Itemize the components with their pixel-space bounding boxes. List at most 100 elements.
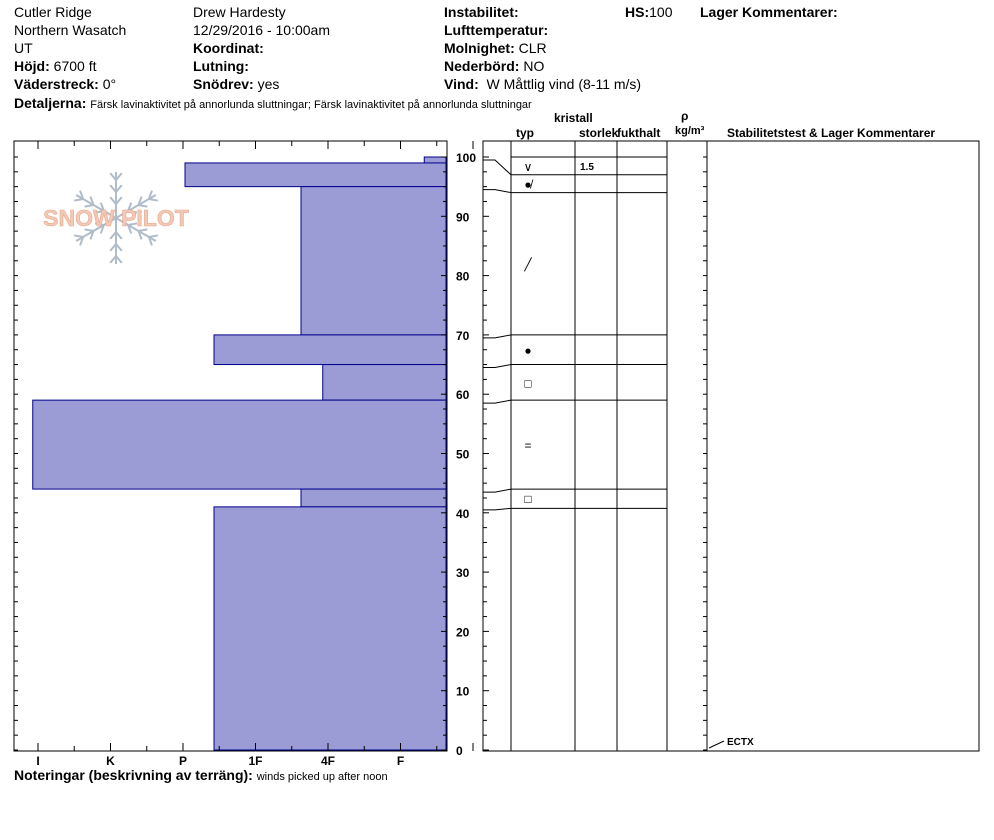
range: Northern Wasatch (14, 22, 127, 38)
height-tick-label: 40 (456, 507, 470, 521)
column-type-label: typ (516, 126, 534, 140)
snowflake-branch (84, 204, 94, 208)
layer-connector (483, 399, 512, 404)
sky: Molnighet: CLR (444, 39, 547, 57)
height-tick-label: 20 (456, 625, 470, 639)
snowflake-branch (127, 224, 133, 234)
layer-connector (483, 189, 512, 194)
aspect: Väderstreck: 0° (14, 75, 116, 93)
height-tick-label: 30 (456, 566, 470, 580)
state: UT (14, 40, 33, 56)
grain-size-value: 1.5 (580, 162, 594, 173)
snowflake-branch (137, 230, 143, 240)
hardness-bar (322, 364, 447, 401)
instability-label: Instabilitet: (444, 4, 519, 20)
snowflake-branch (99, 202, 105, 212)
height-tick-label: 100 (456, 151, 476, 165)
precipitation: Nederbörd: NO (444, 57, 544, 75)
details: Detaljerna: Färsk lavinaktivitet på anno… (14, 94, 532, 114)
height-tick-label: 50 (456, 448, 470, 462)
snowflake-branch (109, 243, 117, 252)
snowflake-branch (94, 222, 105, 226)
hardness-bar (213, 334, 447, 366)
elevation: Höjd: 6700 ft (14, 57, 96, 75)
height-tick-label: 10 (456, 685, 470, 699)
height-tick-label: 70 (456, 329, 470, 343)
snowflake-branch (79, 236, 85, 246)
column-size-label: storlek (579, 126, 619, 140)
hardness-tick-label: F (397, 754, 404, 768)
layer-connector (483, 507, 512, 511)
snowflake-branch (115, 184, 123, 193)
snowflake-branch (115, 243, 123, 252)
slope: Lutning: (193, 57, 249, 75)
hardness-tick-label: K (106, 754, 115, 768)
logo-text: SNOW PILOT (43, 205, 189, 231)
layer-table-frame (482, 140, 980, 752)
column-stability-label: Stabilitetstest & Lager Kommentarer (727, 126, 935, 140)
snowflake-branch (79, 190, 85, 200)
hardness-tick-label: I (36, 754, 39, 768)
snowflake-branch (109, 184, 117, 193)
blowing-snow-value: yes (257, 76, 280, 92)
grain-type-symbol: □ (524, 492, 531, 506)
snowflake-branch (99, 224, 105, 234)
snowflake-branch (74, 198, 84, 202)
snowflake-branch (115, 255, 123, 264)
snowflake-branch (109, 231, 117, 240)
snowflake-branch (148, 198, 158, 202)
snowflake-branch (127, 210, 138, 214)
grain-type-symbol: = (524, 439, 531, 453)
snowflake-branch (138, 228, 148, 232)
hardness-bar (213, 506, 447, 751)
hardness-bar (184, 162, 447, 188)
precipitation-label: Nederbörd: (444, 58, 520, 74)
snowflake-branch (109, 255, 117, 264)
sky-value: CLR (518, 40, 547, 56)
hs-label: HS: (625, 4, 650, 20)
precipitation-value: NO (523, 58, 545, 74)
snowflake-branch (84, 228, 94, 232)
hardness-plot-frame (13, 140, 448, 752)
notes-label: Noteringar (beskrivning av terräng): (14, 767, 253, 783)
blowing-snow: Snödrev: yes (193, 75, 279, 93)
snowflake-branch (94, 210, 105, 214)
coordinate: Koordinat: (193, 39, 264, 57)
height-tick-label: 60 (456, 388, 470, 402)
blowing-snow-label: Snödrev: (193, 76, 254, 92)
hs: HS:100 (625, 3, 672, 21)
snowflake-branch (147, 190, 153, 200)
datetime: 12/29/2016 - 10:00am (193, 22, 330, 38)
snowflake-branch (115, 231, 123, 240)
layer-comments-label: Lager Kommentarer: (700, 4, 838, 20)
column-rho-label: ρ (681, 109, 688, 123)
layer-connector (483, 334, 512, 339)
hardness-bar (300, 186, 447, 336)
sky-label: Molnighet: (444, 40, 515, 56)
air-temperature-label: Lufttemperatur: (444, 22, 549, 38)
hardness-tick-label: P (179, 754, 187, 768)
slope-label: Lutning: (193, 58, 249, 74)
height-tick-label: 80 (456, 270, 470, 284)
air-temperature: Lufttemperatur: (444, 21, 548, 39)
height-tick-label: 90 (456, 210, 470, 224)
hs-value: 100 (649, 4, 673, 20)
grain-type-symbol: ● (524, 344, 531, 358)
wind-label: Vind: (444, 76, 479, 92)
instability: Instabilitet: (444, 3, 519, 21)
elevation-value: 6700 ft (53, 58, 97, 74)
location: Cutler Ridge (14, 4, 92, 20)
layer-comments-header: Lager Kommentarer: (700, 3, 838, 21)
snowflake-branch (115, 172, 123, 181)
snowflake-branch (138, 204, 148, 208)
column-crystal-label: kristall (554, 111, 593, 125)
snowpilot-logo: SNOW PILOT (43, 172, 189, 264)
details-value: Färsk lavinaktivitet på annorlunda slutt… (90, 99, 532, 111)
snowflake-branch (148, 234, 158, 238)
snowflake-branch (109, 172, 117, 181)
column-density-unit: kg/m³ (675, 125, 705, 137)
coordinate-label: Koordinat: (193, 40, 264, 56)
aspect-value: 0° (102, 76, 117, 92)
observer: Drew Hardesty (193, 4, 286, 20)
